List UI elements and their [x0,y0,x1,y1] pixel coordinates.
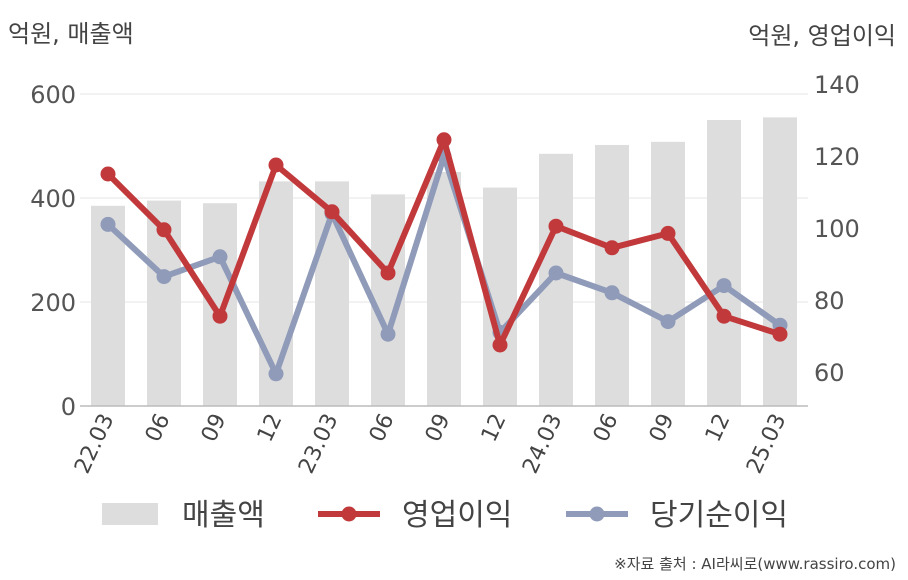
x-tick-label: 12 [477,410,511,446]
x-tick-label: 22.03 [70,410,119,478]
legend-label-sales: 매출액 [182,498,265,533]
point-operating-profit [100,166,116,182]
y-left-tick-label: 400 [30,185,76,213]
source-credit: ※자료 출처 : AI라씨로(www.rassiro.com) [614,555,896,573]
point-operating-profit [324,204,340,220]
point-operating-profit [660,225,676,241]
bar-sales [91,205,125,406]
y-right-tick-label: 80 [814,287,845,315]
point-net-income [660,314,676,330]
bar-sales [427,172,461,406]
y-left-tick-label: 0 [61,393,76,421]
x-tick-label: 12 [253,410,287,446]
point-operating-profit [212,308,228,324]
point-operating-profit [156,222,172,238]
legend-swatch-sales [102,503,158,525]
left-axis-unit: 억원, 매출액 [8,20,134,48]
legend-marker-net-income [589,506,605,522]
x-tick-label: 06 [141,410,175,446]
y-right-tick-label: 120 [814,143,860,171]
point-operating-profit [268,157,284,173]
y-right-tick-label: 60 [814,359,845,387]
point-operating-profit [436,132,452,148]
y-left-tick-label: 600 [30,81,76,109]
point-net-income [380,326,396,342]
point-operating-profit [548,218,564,234]
legend-marker-operating-profit [341,506,357,522]
x-tick-label: 09 [645,410,679,446]
y-left-tick-label: 200 [30,289,76,317]
point-net-income [268,366,284,382]
x-tick-label: 24.03 [518,410,567,478]
point-operating-profit [772,326,788,342]
bar-sales [651,141,685,406]
x-tick-label: 06 [589,410,623,446]
bar-sales [595,144,629,406]
legend-label-operating-profit: 영업이익 [402,498,512,533]
point-net-income [548,265,564,281]
bar-sales [763,117,797,407]
point-net-income [604,285,620,301]
legend-label-net-income: 당기순이익 [650,498,788,533]
x-tick-label: 06 [365,410,399,446]
bar-sales [203,203,237,406]
x-tick-label: 23.03 [294,410,343,478]
x-tick-label: 12 [701,410,735,446]
point-operating-profit [716,308,732,324]
point-net-income [100,216,116,232]
x-tick-label: 09 [421,410,455,446]
point-net-income [716,278,732,294]
y-right-tick-label: 140 [814,71,860,99]
point-operating-profit [604,240,620,256]
point-operating-profit [380,265,396,281]
point-net-income [212,249,228,265]
x-tick-label: 25.03 [742,410,791,478]
right-axis-unit: 억원, 영업이익 [748,22,896,50]
y-right-tick-label: 100 [814,215,860,243]
point-operating-profit [492,337,508,353]
bar-sales [707,120,741,406]
point-net-income [156,269,172,285]
x-tick-label: 09 [197,410,231,446]
